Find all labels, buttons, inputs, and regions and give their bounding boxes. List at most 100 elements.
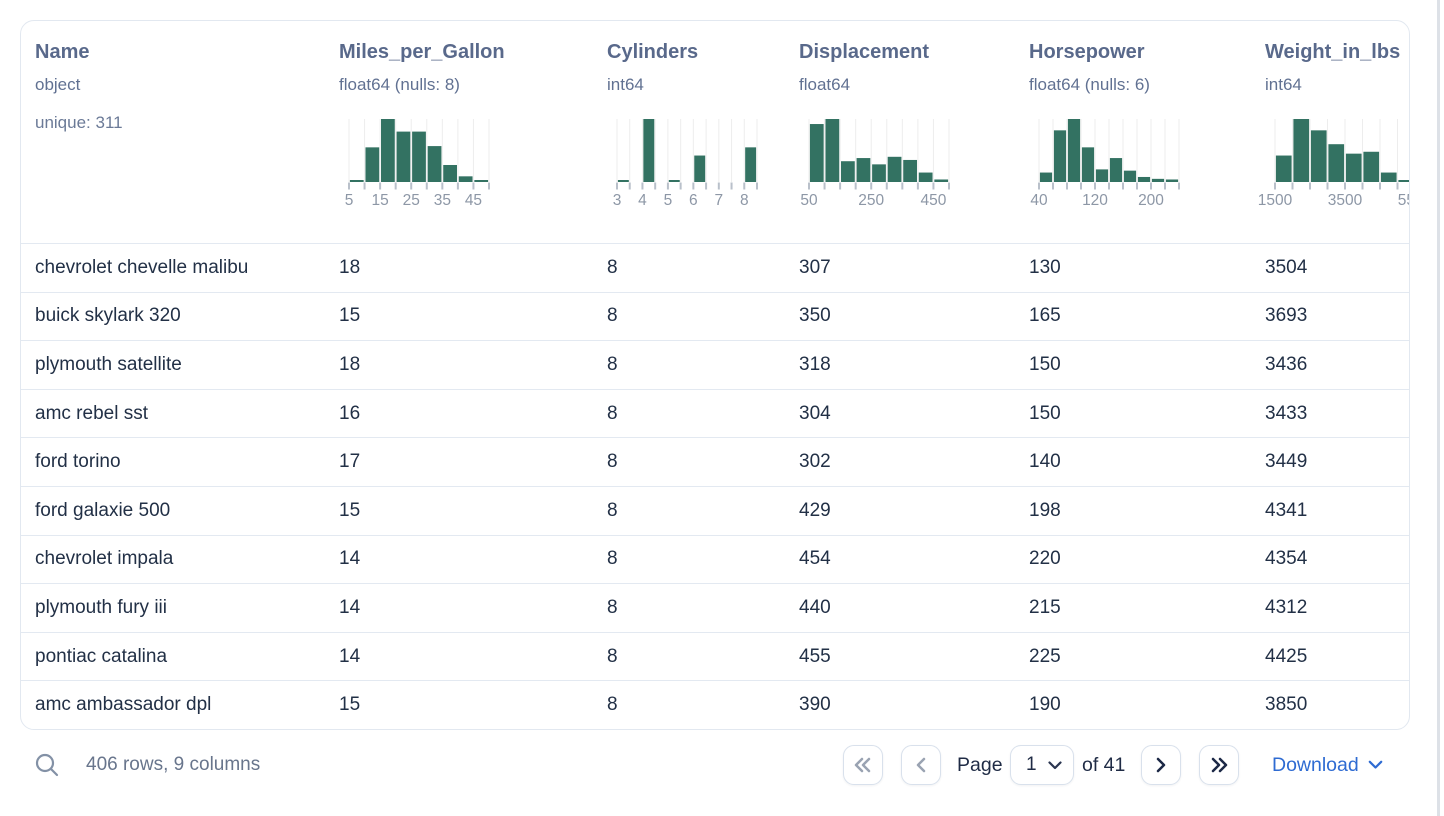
search-icon[interactable] [34, 752, 60, 783]
cell-cylinders: 8 [607, 645, 618, 667]
column-header-displacement[interactable]: Displacement float64 50 250 450 [785, 21, 1015, 243]
cell-miles-per-gallon: 15 [339, 694, 361, 716]
cell-name: amc rebel sst [35, 402, 148, 424]
svg-text:5: 5 [664, 192, 673, 209]
cell-cylinders: 8 [607, 402, 618, 424]
chevrons-left-icon [854, 757, 871, 773]
column-title: Horsepower [1029, 41, 1145, 63]
svg-text:15: 15 [371, 192, 388, 209]
page-select-value: 1 [1026, 754, 1037, 775]
cell-displacement: 455 [799, 645, 831, 667]
column-header-horsepower[interactable]: Horsepower float64 (nulls: 6) 40 120 200 [1015, 21, 1251, 243]
table-row[interactable]: ford torino 17 8 302 140 3449 [21, 437, 1409, 486]
svg-text:450: 450 [921, 192, 947, 209]
download-label: Download [1272, 753, 1359, 776]
column-dtype: float64 (nulls: 6) [1029, 75, 1150, 94]
table-row[interactable]: amc ambassador dpl 15 8 390 190 3850 [21, 680, 1409, 729]
cell-miles-per-gallon: 14 [339, 596, 361, 618]
chevron-right-icon [1156, 757, 1166, 773]
cell-cylinders: 8 [607, 596, 618, 618]
chevron-down-icon [1368, 760, 1383, 769]
table-row[interactable]: plymouth fury iii 14 8 440 215 4312 [21, 583, 1409, 632]
cell-displacement: 440 [799, 596, 831, 618]
column-dtype: float64 (nulls: 8) [339, 75, 460, 94]
page-label: Page [957, 753, 1003, 776]
table-row[interactable]: buick skylark 320 15 8 350 165 3693 [21, 291, 1409, 341]
table-row[interactable]: amc rebel sst 16 8 304 150 3433 [21, 388, 1409, 438]
svg-text:25: 25 [403, 192, 420, 209]
cell-displacement: 350 [799, 305, 831, 327]
row-column-summary: 406 rows, 9 columns [86, 754, 261, 775]
column-dtype: int64 [607, 75, 644, 94]
column-title: Weight_in_lbs [1265, 41, 1401, 63]
cell-weight-in-lbs: 3693 [1265, 305, 1308, 327]
next-page-button[interactable] [1141, 745, 1181, 785]
svg-text:40: 40 [1030, 192, 1048, 209]
cell-weight-in-lbs: 4354 [1265, 548, 1308, 570]
cell-miles-per-gallon: 15 [339, 305, 361, 327]
cell-miles-per-gallon: 14 [339, 548, 361, 570]
column-header-name[interactable]: Name object unique: 311 [21, 21, 325, 243]
cell-weight-in-lbs: 3436 [1265, 353, 1308, 375]
svg-text:250: 250 [858, 192, 884, 209]
cell-name: buick skylark 320 [35, 305, 181, 327]
cell-weight-in-lbs: 3504 [1265, 256, 1308, 278]
svg-text:5: 5 [345, 192, 354, 209]
svg-text:3500: 3500 [1328, 192, 1363, 209]
previous-page-button[interactable] [901, 745, 941, 785]
svg-text:1500: 1500 [1258, 192, 1293, 209]
cell-horsepower: 190 [1029, 694, 1061, 716]
cell-displacement: 307 [799, 256, 831, 278]
first-page-button[interactable] [843, 745, 883, 785]
column-header-cylinders[interactable]: Cylinders int64 3 4 5 6 7 8 [593, 21, 785, 243]
cell-miles-per-gallon: 15 [339, 499, 361, 521]
cell-cylinders: 8 [607, 451, 618, 473]
download-button[interactable]: Download [1272, 745, 1383, 785]
table-row[interactable]: chevrolet impala 14 8 454 220 4354 [21, 534, 1409, 584]
cell-cylinders: 8 [607, 353, 618, 375]
svg-text:8: 8 [740, 192, 749, 209]
cell-displacement: 454 [799, 548, 831, 570]
page-scrollbar[interactable] [1437, 0, 1440, 816]
column-unique-count: unique: 311 [35, 113, 123, 132]
cell-horsepower: 150 [1029, 353, 1061, 375]
page-count-label: of 41 [1082, 753, 1126, 776]
column-header-miles-per-gallon[interactable]: Miles_per_Gallon float64 (nulls: 8) 5 15 25 3… [325, 21, 593, 243]
cell-horsepower: 198 [1029, 499, 1061, 521]
cell-horsepower: 165 [1029, 305, 1061, 327]
table-row[interactable]: plymouth satellite 18 8 318 150 3436 [21, 340, 1409, 389]
cell-horsepower: 150 [1029, 402, 1061, 424]
page-select[interactable]: 1 [1010, 745, 1074, 785]
svg-text:5500: 5500 [1398, 192, 1410, 209]
column-title: Displacement [799, 41, 930, 63]
table-footer: 406 rows, 9 columns Page 1 of 41 Downloa… [20, 745, 1410, 785]
cell-miles-per-gallon: 17 [339, 451, 361, 473]
chevrons-right-icon [1211, 757, 1228, 773]
histogram-miles-per-gallon: 5 15 25 35 45 [345, 119, 490, 209]
cell-weight-in-lbs: 4341 [1265, 499, 1308, 521]
column-title: Cylinders [607, 41, 699, 63]
column-title: Name [35, 41, 90, 63]
cell-weight-in-lbs: 4425 [1265, 645, 1308, 667]
svg-text:45: 45 [465, 192, 482, 209]
histogram-horsepower: 40 120 200 [1030, 119, 1180, 209]
cell-miles-per-gallon: 14 [339, 645, 361, 667]
table-row[interactable]: ford galaxie 500 15 8 429 198 4341 [21, 485, 1409, 535]
column-header-weight-in-lbs[interactable]: Weight_in_lbs int64 1500 3500 5500 [1251, 21, 1410, 243]
chevron-left-icon [916, 757, 926, 773]
column-title: Miles_per_Gallon [339, 41, 505, 63]
cell-cylinders: 8 [607, 305, 618, 327]
chevron-down-icon [1048, 760, 1062, 769]
svg-text:200: 200 [1138, 192, 1164, 209]
svg-text:3: 3 [613, 192, 622, 209]
table-row[interactable]: chevrolet chevelle malibu 18 8 307 130 3504 [21, 243, 1409, 292]
svg-text:4: 4 [638, 192, 647, 209]
last-page-button[interactable] [1199, 745, 1239, 785]
column-dtype: int64 [1265, 75, 1302, 94]
table-row[interactable]: pontiac catalina 14 8 455 225 4425 [21, 631, 1409, 681]
cell-name: plymouth fury iii [35, 596, 167, 618]
cell-cylinders: 8 [607, 694, 618, 716]
